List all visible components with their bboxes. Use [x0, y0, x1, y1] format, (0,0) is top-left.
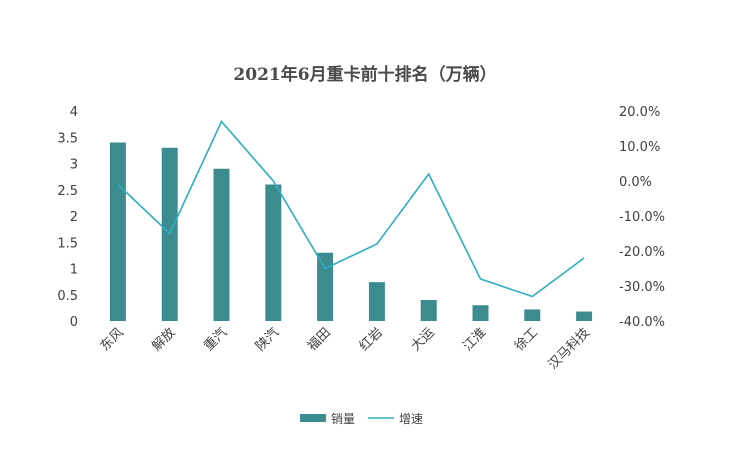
right-tick-label: 20.0%	[619, 105, 660, 120]
right-tick-label: 0.0%	[619, 175, 652, 190]
left-tick-label: 3.5	[57, 131, 78, 146]
bar	[576, 311, 593, 321]
bar	[213, 168, 230, 321]
legend: 销量 增速	[300, 412, 423, 426]
bar-series	[109, 142, 593, 321]
left-tick-label: 4	[70, 105, 78, 120]
category-label: 大运	[409, 325, 438, 354]
category-label: 汉马科技	[546, 325, 593, 372]
right-tick-label: -40.0%	[619, 315, 665, 330]
chart-title: 2021年6月重卡前十排名（万辆）	[233, 64, 496, 85]
category-label: 东风	[98, 325, 127, 354]
left-tick-label: 1.5	[57, 236, 78, 251]
bar	[109, 142, 126, 321]
line-series	[117, 120, 585, 298]
category-label: 陕汽	[253, 325, 282, 354]
category-label: 红岩	[356, 325, 386, 355]
bar	[368, 282, 385, 321]
category-label: 江淮	[460, 325, 489, 354]
category-label: 重汽	[201, 325, 231, 355]
left-tick-label: 3	[70, 158, 78, 173]
right-axis: -40.0% -30.0% -20.0% -10.0% 0.0% 10.0% 20.0%	[619, 105, 665, 330]
bar	[524, 309, 541, 321]
left-tick-label: 0	[70, 315, 78, 330]
left-tick-label: 2	[70, 210, 78, 225]
right-tick-label: -30.0%	[619, 280, 665, 295]
growth-line	[117, 120, 585, 298]
category-label: 解放	[150, 325, 179, 354]
left-axis: 0 0.5 1 1.5 2 2.5 3 3.5 4	[57, 105, 78, 330]
right-tick-label: 10.0%	[619, 140, 660, 155]
category-axis: 东风 解放 重汽 陕汽 福田 红岩 大运 江淮 徐工 汉马科技	[98, 325, 593, 373]
bar	[420, 300, 437, 321]
right-tick-label: -10.0%	[619, 210, 665, 225]
category-label: 福田	[305, 325, 334, 354]
legend-label: 销量	[331, 412, 355, 426]
bar	[472, 305, 489, 321]
bar	[265, 184, 282, 321]
category-label: 徐工	[512, 325, 541, 354]
legend-label: 增速	[399, 412, 423, 426]
right-tick-label: -20.0%	[619, 245, 665, 260]
legend-swatch-bar	[300, 414, 326, 422]
left-tick-label: 2.5	[57, 184, 78, 199]
left-tick-label: 0.5	[57, 289, 78, 304]
left-tick-label: 1	[70, 263, 78, 278]
bar	[317, 252, 334, 321]
